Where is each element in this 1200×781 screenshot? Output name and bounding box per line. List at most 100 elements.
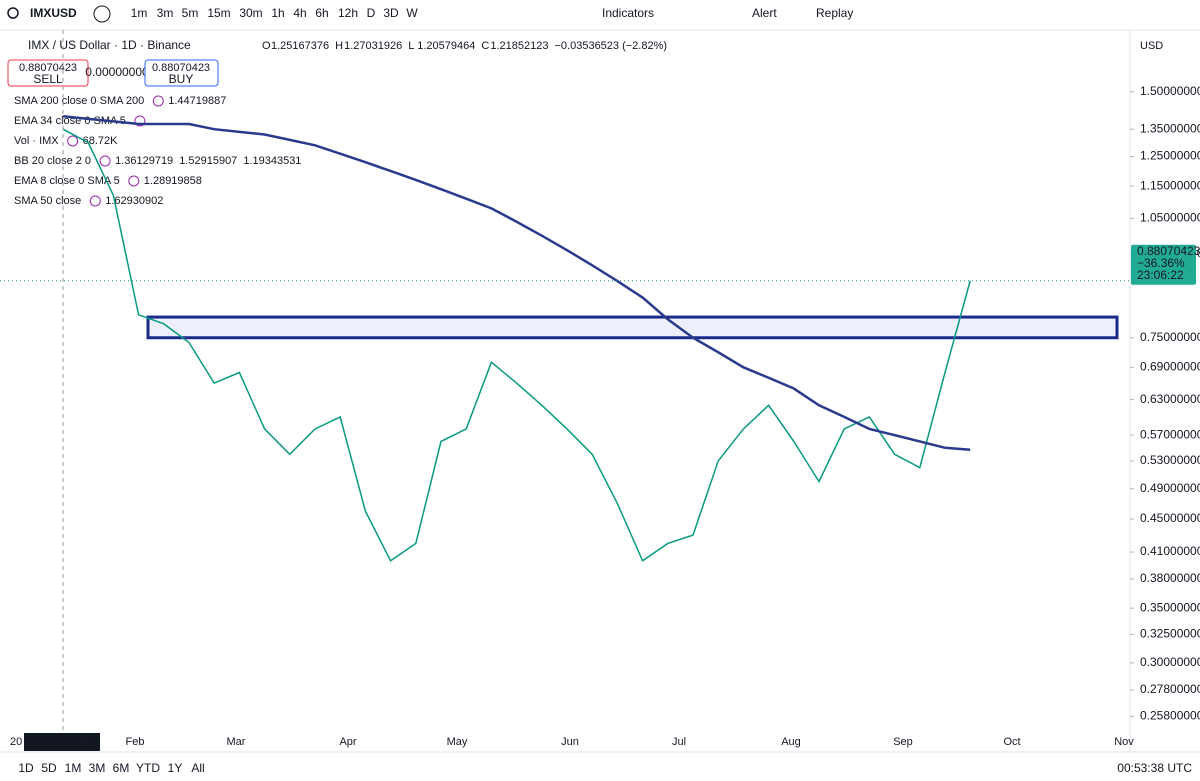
range-button[interactable]: 5D xyxy=(41,761,57,775)
y-tick-label: 0.30000000 xyxy=(1140,655,1200,669)
sell-button[interactable] xyxy=(7,59,89,87)
range-button[interactable]: 1Y xyxy=(168,761,183,775)
replay-button[interactable]: Replay xyxy=(816,6,853,20)
study-value: 1.36129719 xyxy=(115,155,173,167)
y-tick-label: 0.69000000 xyxy=(1140,360,1200,374)
interval-button[interactable]: 1m xyxy=(131,6,148,20)
study-settings[interactable] xyxy=(67,135,79,147)
clock: 00:53:38 UTC xyxy=(1117,761,1192,775)
buy-button[interactable] xyxy=(144,59,219,87)
ohlc-value: 1.27031926 xyxy=(344,40,402,52)
ohlc-value: 1.21852123 xyxy=(490,40,548,52)
ohlc-value: 1.20579464 xyxy=(417,40,475,52)
y-tick-label: 0.25800000 xyxy=(1140,709,1200,723)
x-tick-label: Mar xyxy=(227,736,246,748)
study-value: 1.28919858 xyxy=(144,175,202,187)
toolbar xyxy=(0,0,1200,30)
interval-button[interactable]: 15m xyxy=(207,6,230,20)
x-tick-label: Apr xyxy=(339,736,356,748)
compare-button[interactable] xyxy=(93,5,111,23)
study-value: 1.62930902 xyxy=(105,195,163,207)
spread: 0.00000000 xyxy=(85,65,149,79)
study-value: 1.52915907 xyxy=(179,155,237,167)
range-button[interactable]: 3M xyxy=(89,761,106,775)
price-zone xyxy=(146,315,1119,340)
interval-button[interactable]: 5m xyxy=(182,6,199,20)
ohlc-key: C xyxy=(481,40,489,52)
interval-button[interactable]: 1h xyxy=(271,6,284,20)
study-settings[interactable] xyxy=(152,95,164,107)
y-tick-label: 0.38000000 xyxy=(1140,571,1200,585)
sma-line xyxy=(62,115,971,451)
buy-label[interactable]: BUY xyxy=(169,72,194,86)
study-name: BB 20 close 2 0 xyxy=(14,155,91,167)
range-button[interactable]: 1D xyxy=(18,761,34,775)
study-value: 1.44719887 xyxy=(168,95,226,107)
price-line xyxy=(62,128,971,562)
range-button[interactable]: YTD xyxy=(136,761,160,775)
cursor-badge xyxy=(24,733,100,751)
currency[interactable]: USD xyxy=(1140,40,1163,52)
range-button[interactable]: 1M xyxy=(65,761,82,775)
y-tick-label: 0.35000000 xyxy=(1140,600,1200,614)
x-tick-label: Jun xyxy=(561,736,579,748)
interval-button[interactable]: W xyxy=(406,6,418,20)
y-tick-label: 0.32500000 xyxy=(1140,627,1200,641)
last-price-countdown: 23:06:22 xyxy=(1137,268,1184,282)
x-tick-label: Nov xyxy=(1114,736,1134,748)
x-label-first: 20 xyxy=(10,736,22,748)
interval-button[interactable]: 3D xyxy=(383,6,399,20)
study-name: EMA 34 close 0 SMA 5 xyxy=(14,115,126,127)
study-settings[interactable] xyxy=(99,155,111,167)
ohlc-key: O xyxy=(262,40,271,52)
range-button[interactable]: All xyxy=(191,761,204,775)
study-settings[interactable] xyxy=(134,115,146,127)
study-name: Vol · IMX xyxy=(14,135,59,147)
sell-label[interactable]: SELL xyxy=(33,72,63,86)
y-tick-label: 1.15000000 xyxy=(1140,178,1200,192)
x-tick-label: Jul xyxy=(672,736,686,748)
interval-button[interactable]: 4h xyxy=(293,6,306,20)
y-tick-label: 1.25000000 xyxy=(1140,149,1200,163)
y-tick-label: 0.53000000 xyxy=(1140,453,1200,467)
ohlc-value: 1.25167376 xyxy=(271,40,329,52)
alert-button[interactable]: Alert xyxy=(752,6,777,20)
study-settings[interactable] xyxy=(89,195,101,207)
study-name: EMA 8 close 0 SMA 5 xyxy=(14,175,120,187)
interval-button[interactable]: 6h xyxy=(315,6,328,20)
ohlc-key: H xyxy=(335,40,343,52)
buy-price[interactable]: 0.88070423 xyxy=(152,62,210,74)
study-settings[interactable] xyxy=(128,175,140,187)
study-name: SMA 50 close xyxy=(14,195,81,207)
last-price-price: 0.88070423 xyxy=(1137,244,1200,258)
y-tick-label: 0.57000000 xyxy=(1140,427,1200,441)
indicators-button[interactable]: Indicators xyxy=(602,6,654,20)
symbol[interactable]: IMXUSD xyxy=(30,6,77,20)
study-value: 1.19343531 xyxy=(243,155,301,167)
interval-button[interactable]: 30m xyxy=(239,6,262,20)
search-icon[interactable] xyxy=(7,7,19,19)
interval-button[interactable]: D xyxy=(367,6,376,20)
interval-button[interactable]: 12h xyxy=(338,6,358,20)
x-tick-label: Feb xyxy=(126,736,145,748)
x-tick-label: Oct xyxy=(1003,736,1020,748)
study-value: 68.72K xyxy=(83,135,119,147)
y-tick-label: 0.27800000 xyxy=(1140,682,1200,696)
study-name: SMA 200 close 0 SMA 200 xyxy=(14,95,144,107)
y-tick-label: 0.49000000 xyxy=(1140,481,1200,495)
interval-button[interactable]: 3m xyxy=(157,6,174,20)
x-tick-label: Aug xyxy=(781,736,801,748)
legend-title: IMX / US Dollar · 1D · Binance xyxy=(28,38,191,52)
y-tick-label: 0.75000000 xyxy=(1140,330,1200,344)
range-button[interactable]: 6M xyxy=(113,761,130,775)
y-tick-label: 0.41000000 xyxy=(1140,544,1200,558)
y-tick-label: 0.45000000 xyxy=(1140,511,1200,525)
y-tick-label: 0.63000000 xyxy=(1140,392,1200,406)
x-tick-label: May xyxy=(447,736,468,748)
y-tick-label: 1.50000000 xyxy=(1140,84,1200,98)
y-tick-label: 1.05000000 xyxy=(1140,211,1200,225)
x-tick-label: Sep xyxy=(893,736,913,748)
last-price-change: −36.36% xyxy=(1137,256,1185,270)
cursor-label: Sun 12 Jan '25 xyxy=(25,736,98,748)
